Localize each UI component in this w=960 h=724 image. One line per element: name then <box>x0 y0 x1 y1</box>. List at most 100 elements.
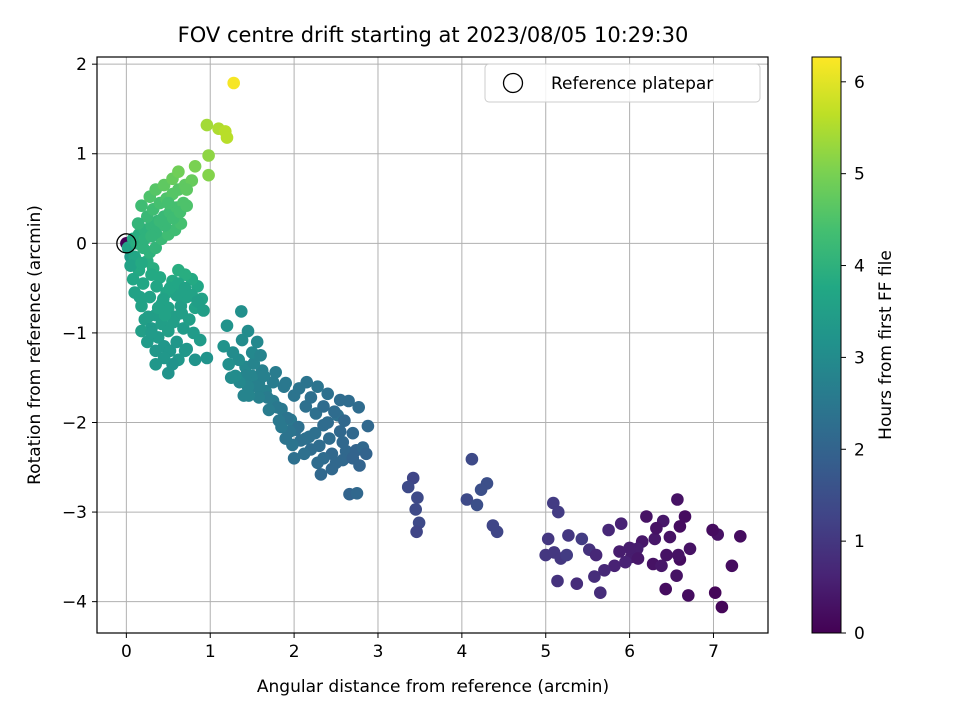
data-point <box>648 532 662 546</box>
data-point <box>224 371 238 385</box>
x-tick-label: 4 <box>456 642 467 662</box>
colorbar-tick-label: 5 <box>854 165 865 185</box>
data-point <box>180 199 193 212</box>
colorbar-label: Hours from first FF file <box>876 250 896 440</box>
data-point <box>631 552 645 565</box>
data-point <box>353 459 366 472</box>
legend: Reference platepar <box>484 63 761 103</box>
colorbar-tick-label: 1 <box>854 532 865 552</box>
data-point <box>361 419 375 433</box>
colorbar-tick-label: 3 <box>854 348 865 368</box>
y-tick-label: −1 <box>62 324 87 344</box>
x-axis: 0 1 2 3 4 5 6 7 <box>121 633 719 662</box>
data-point <box>193 333 207 347</box>
data-point <box>650 521 663 535</box>
data-point <box>619 555 632 569</box>
data-point <box>149 344 162 358</box>
data-point <box>608 559 621 573</box>
data-point <box>670 569 683 582</box>
data-point <box>321 387 335 401</box>
y-tick-label: −4 <box>62 593 87 613</box>
x-tick-label: 6 <box>624 642 635 662</box>
data-point <box>304 391 318 404</box>
data-point <box>640 510 653 523</box>
data-point <box>350 487 364 500</box>
data-point <box>175 306 188 320</box>
data-point <box>673 520 687 533</box>
data-point <box>352 401 366 414</box>
data-point <box>254 349 267 362</box>
data-point <box>227 76 240 90</box>
data-point <box>678 510 692 523</box>
data-point <box>346 426 360 440</box>
scatter-points <box>120 76 747 614</box>
data-point <box>235 333 249 347</box>
data-point <box>172 263 185 277</box>
data-point <box>708 586 722 599</box>
data-point <box>217 340 230 353</box>
data-point <box>124 259 137 273</box>
data-point <box>162 366 175 380</box>
colorbar: 0 1 2 3 4 5 6 Hours from first FF file <box>811 56 896 644</box>
reference-platepar-marker <box>116 233 137 254</box>
data-point <box>235 305 248 318</box>
data-point <box>241 324 255 338</box>
x-tick-label: 3 <box>373 642 384 662</box>
colorbar-tick-label: 2 <box>854 440 865 460</box>
data-point <box>589 548 603 562</box>
colorbar-tick-label: 0 <box>854 624 865 644</box>
data-point <box>409 503 423 516</box>
data-point <box>541 532 555 546</box>
data-point <box>470 498 484 512</box>
y-tick-label: −3 <box>62 503 87 523</box>
data-point <box>188 353 202 367</box>
reference-marker <box>116 233 137 254</box>
y-axis: −4 −3 −2 −1 0 1 2 <box>62 55 97 613</box>
colorbar-tick-label: 4 <box>854 257 865 277</box>
data-point <box>141 310 155 324</box>
data-point <box>279 432 293 445</box>
colorbar-gradient <box>811 56 842 634</box>
data-point <box>655 559 668 573</box>
data-point <box>275 420 288 434</box>
y-axis-label: Rotation from reference (arcmin) <box>25 205 45 485</box>
y-tick-label: −2 <box>62 413 87 433</box>
data-point <box>552 505 565 519</box>
data-point <box>197 304 210 317</box>
data-point <box>172 165 185 178</box>
data-point <box>715 600 729 614</box>
data-point <box>149 358 162 371</box>
data-point <box>188 160 202 173</box>
data-point <box>683 542 697 556</box>
data-point <box>602 523 615 537</box>
data-point <box>180 342 193 356</box>
colorbar-ticks: 0 1 2 3 4 5 6 <box>841 73 865 644</box>
data-point <box>594 586 607 599</box>
data-point <box>202 168 215 182</box>
data-point <box>660 548 673 562</box>
data-point <box>151 301 165 315</box>
data-point <box>135 256 148 270</box>
data-point <box>570 577 584 590</box>
data-point <box>460 493 474 506</box>
data-point <box>250 335 264 349</box>
data-point <box>401 480 415 494</box>
data-point <box>474 483 488 497</box>
data-point <box>202 149 215 162</box>
data-point <box>465 452 479 466</box>
data-point <box>328 405 341 419</box>
data-point <box>145 326 158 340</box>
data-point <box>560 548 573 562</box>
data-point <box>323 432 336 445</box>
x-axis-label: Angular distance from reference (arcmin) <box>257 677 609 697</box>
data-point <box>257 369 271 383</box>
data-point <box>287 452 301 465</box>
data-point <box>598 564 611 577</box>
data-point <box>333 425 347 438</box>
data-point <box>167 315 180 329</box>
data-point <box>133 290 147 304</box>
y-tick-label: 1 <box>76 145 87 165</box>
data-point <box>135 199 148 212</box>
data-point <box>551 574 564 588</box>
data-point <box>490 525 504 539</box>
